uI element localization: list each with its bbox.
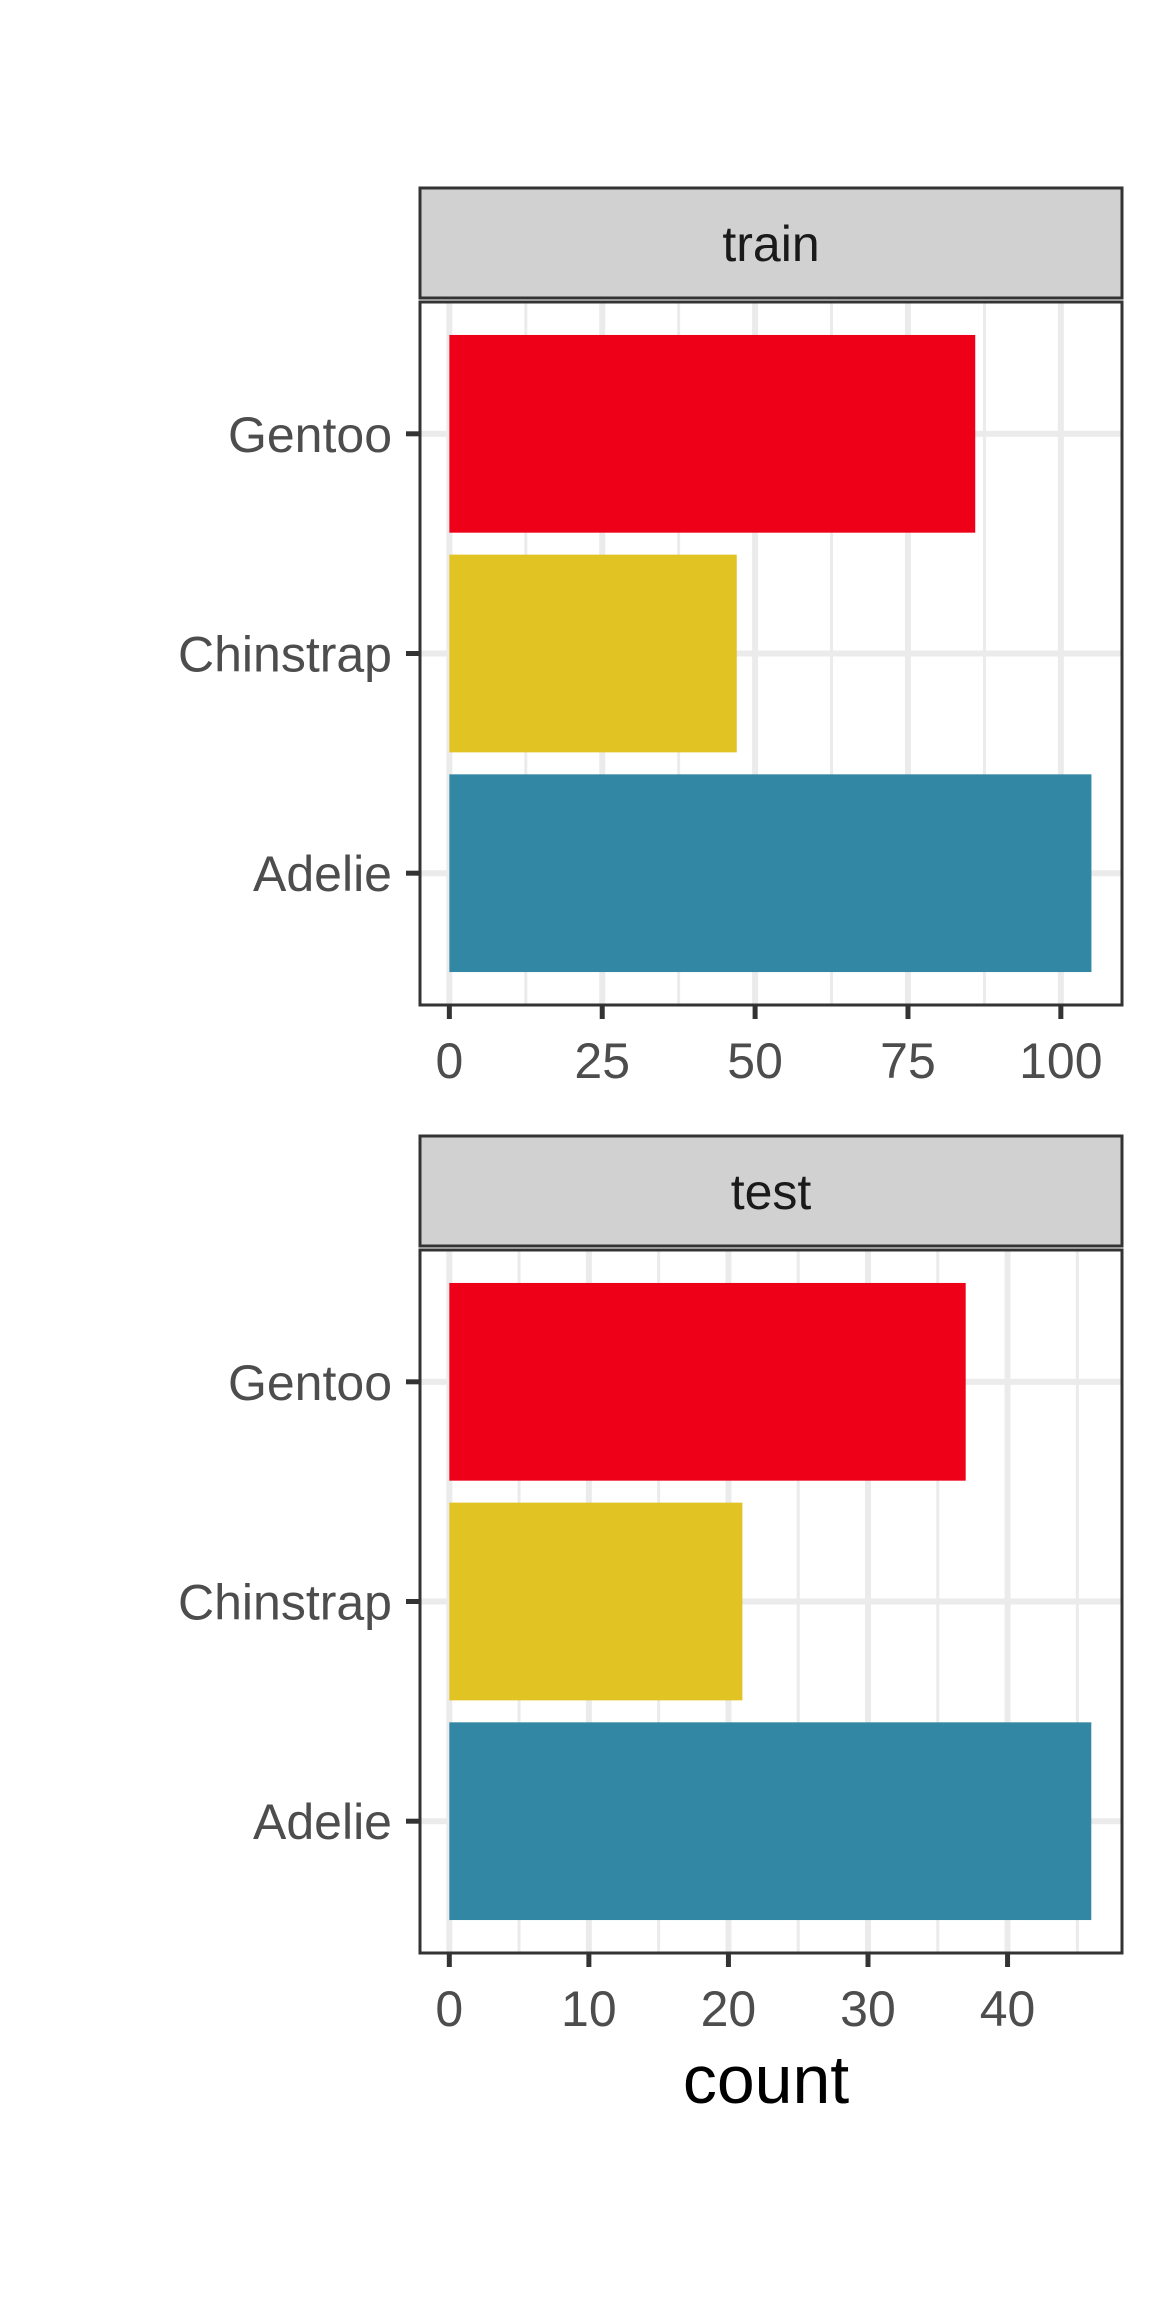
facet-strip-label: train — [722, 216, 819, 272]
y-tick-label-gentoo: Gentoo — [228, 1355, 392, 1411]
facet-panel-test: test Adelie Chinstrap Gentoo 0 10 20 30 40 — [178, 1134, 1124, 2037]
x-tick-label: 0 — [435, 1981, 463, 2037]
x-tick-label: 0 — [435, 1033, 463, 1089]
x-tick-label: 25 — [574, 1033, 630, 1089]
x-tick-label: 40 — [980, 1981, 1036, 2037]
bar-gentoo — [449, 1282, 966, 1481]
y-tick-label-gentoo: Gentoo — [228, 407, 392, 463]
x-axis-title: count — [683, 2042, 849, 2118]
x-tick-label: 20 — [701, 1981, 757, 2037]
x-tick-label: 10 — [561, 1981, 617, 2037]
bar-adelie — [449, 774, 1092, 973]
bar-adelie — [449, 1722, 1092, 1921]
facet-strip-label: test — [731, 1164, 812, 1220]
bar-gentoo — [449, 334, 976, 533]
facet-panel-train: train Adelie Chinstrap Gentoo 0 25 50 75 100 — [178, 186, 1124, 1089]
facet-strip — [418, 1134, 1124, 1248]
bar-chinstrap — [449, 1502, 743, 1701]
facet-strip — [418, 186, 1124, 300]
x-tick-label: 100 — [1019, 1033, 1102, 1089]
y-tick-label-adelie: Adelie — [253, 1794, 392, 1850]
y-tick-label-adelie: Adelie — [253, 846, 392, 902]
x-tick-label: 30 — [840, 1981, 896, 2037]
bar-chinstrap — [449, 554, 737, 753]
y-tick-label-chinstrap: Chinstrap — [178, 627, 392, 683]
x-tick-label: 75 — [880, 1033, 936, 1089]
y-tick-label-chinstrap: Chinstrap — [178, 1575, 392, 1631]
x-tick-label: 50 — [727, 1033, 783, 1089]
